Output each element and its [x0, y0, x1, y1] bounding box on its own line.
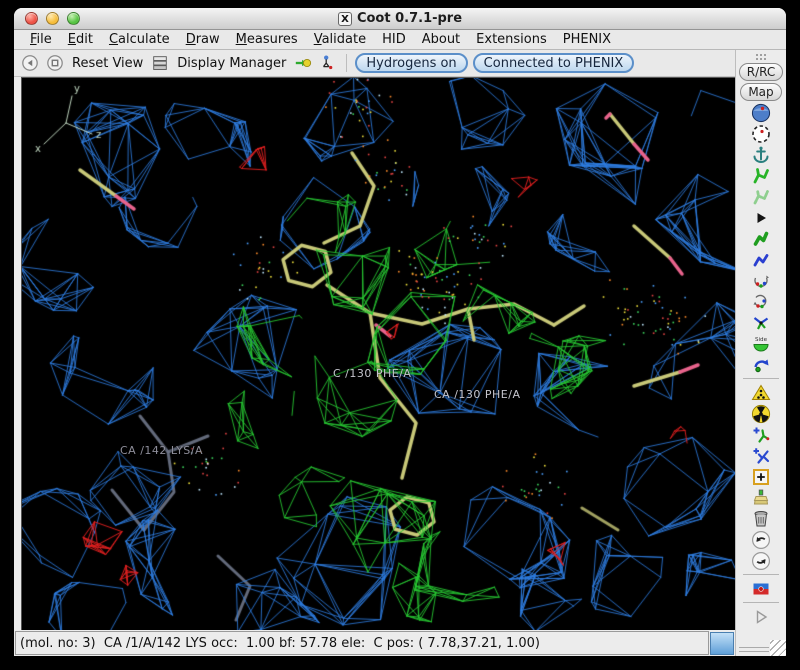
delete-item-icon[interactable]	[749, 508, 773, 529]
add-terminal-residue-icon[interactable]	[749, 424, 773, 445]
sphere-regularize-icon[interactable]	[749, 123, 773, 144]
hydrogens-toggle-button[interactable]: Hydrogens on	[355, 53, 468, 73]
menu-draw[interactable]: Draw	[185, 32, 220, 47]
goto-atom-icon[interactable]	[293, 53, 313, 73]
undo-icon[interactable]	[749, 529, 773, 550]
display-manager-button[interactable]: Display Manager	[177, 55, 287, 71]
toolbar-separator	[743, 378, 779, 379]
rrc-button[interactable]: R/RC	[738, 63, 784, 81]
toolbar-separator	[743, 602, 779, 603]
status-bar: (mol. no: 3) CA /1/A/142 LYS occ: 1.00 b…	[15, 631, 709, 655]
gl-viewport: C /130 PHE/A CA /130 PHE/A CA /142 LYS/A	[21, 77, 735, 630]
side-chain-flip-icon[interactable]: Side	[749, 333, 773, 354]
rigid-body-fit-icon[interactable]	[749, 228, 773, 249]
menu-edit[interactable]: Edit	[67, 32, 93, 47]
molecule-icon[interactable]	[318, 53, 338, 73]
traffic-lights	[25, 12, 80, 25]
status-row: (mol. no: 3) CA /1/A/142 LYS occ: 1.00 b…	[14, 630, 735, 656]
zoom-button[interactable]	[67, 12, 80, 25]
close-button[interactable]	[25, 12, 38, 25]
fixed-atoms-icon[interactable]	[749, 207, 773, 228]
x11-icon: X	[337, 11, 352, 26]
rotamers-icon[interactable]	[749, 291, 773, 312]
menu-validate[interactable]: Validate	[313, 32, 367, 47]
menu-hid[interactable]: HID	[382, 32, 406, 47]
right-toolbar: R/RC Map Side	[735, 50, 786, 656]
main-toolbar: Reset View Display Manager Hydrogens on …	[14, 50, 735, 77]
atom-label: CA /142 LYS/A	[120, 444, 204, 457]
menu-measures[interactable]: Measures	[235, 32, 298, 47]
panel-handle[interactable]	[739, 647, 769, 652]
regularize-zone-icon[interactable]	[749, 186, 773, 207]
torsion-general-icon[interactable]	[749, 382, 773, 403]
svg-text:Side: Side	[755, 337, 768, 343]
progress-square	[710, 631, 734, 655]
mutate-icon[interactable]	[749, 403, 773, 424]
flip-peptide-icon[interactable]	[749, 354, 773, 375]
sphere-refine-icon[interactable]	[749, 102, 773, 123]
menu-bar: File Edit Calculate Draw Measures Validate HID…	[14, 30, 786, 50]
toolbar-separator	[346, 54, 348, 72]
menu-file[interactable]: File	[30, 32, 52, 47]
menu-extensions[interactable]: Extensions	[476, 32, 547, 47]
window-title: X Coot 0.7.1-pre	[337, 11, 463, 26]
auto-fit-rotamer-icon[interactable]	[749, 270, 773, 291]
play-icon[interactable]	[749, 606, 773, 627]
atom-label: C /130 PHE/A	[333, 367, 412, 380]
resize-grip[interactable]	[770, 640, 786, 656]
place-atom-at-pointer-icon[interactable]	[749, 466, 773, 487]
clear-pending-picks-icon[interactable]	[749, 487, 773, 508]
run-refmac-icon[interactable]	[749, 578, 773, 599]
layers-icon[interactable]	[150, 53, 170, 73]
reset-view-button[interactable]: Reset View	[72, 55, 144, 71]
rotate-translate-zone-icon[interactable]	[749, 249, 773, 270]
phenix-connection-button[interactable]: Connected to PHENIX	[472, 53, 635, 73]
atom-label: CA /130 PHE/A	[434, 388, 521, 401]
menu-phenix[interactable]: PHENIX	[562, 32, 612, 47]
toolbar-grip-icon[interactable]	[755, 53, 767, 60]
coot-window: X Coot 0.7.1-pre File Edit Calculate Draw Me…	[14, 8, 786, 656]
map-button[interactable]: Map	[740, 83, 782, 101]
title-bar[interactable]: X Coot 0.7.1-pre	[14, 8, 786, 30]
real-space-refine-zone-icon[interactable]	[749, 165, 773, 186]
minimize-button[interactable]	[46, 12, 59, 25]
edit-chi-angles-icon[interactable]	[749, 312, 773, 333]
gl-canvas[interactable]	[22, 78, 735, 630]
menu-about[interactable]: About	[421, 32, 461, 47]
bottom-dock	[736, 640, 786, 656]
add-alt-conf-icon[interactable]	[749, 445, 773, 466]
redo-icon[interactable]	[749, 550, 773, 571]
window-title-text: Coot 0.7.1-pre	[356, 11, 463, 26]
anchor-icon[interactable]	[749, 144, 773, 165]
record-circle-icon[interactable]	[45, 53, 65, 73]
toolbar-separator	[743, 574, 779, 575]
menu-calculate[interactable]: Calculate	[108, 32, 170, 47]
back-circle-icon[interactable]	[20, 53, 40, 73]
